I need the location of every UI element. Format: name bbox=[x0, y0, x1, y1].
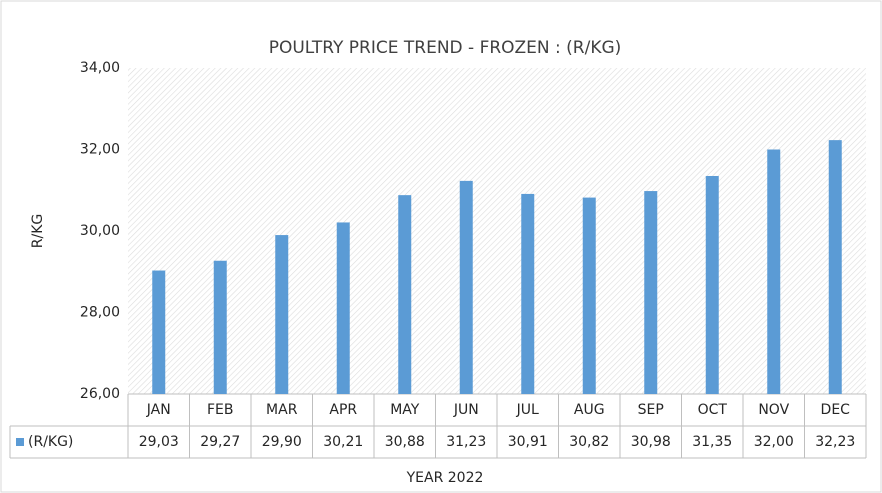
x-tick-label: OCT bbox=[698, 402, 728, 418]
x-tick-label: JAN bbox=[146, 402, 171, 418]
x-tick-label: APR bbox=[329, 402, 357, 418]
chart-title: POULTRY PRICE TREND - FROZEN : (R/KG) bbox=[269, 38, 622, 58]
x-tick-label: NOV bbox=[758, 402, 789, 418]
data-label: 31,35 bbox=[692, 434, 732, 450]
x-tick-label: JUL bbox=[516, 402, 539, 418]
data-label: 29,27 bbox=[200, 434, 240, 450]
data-label: 30,88 bbox=[385, 434, 425, 450]
data-label: 32,00 bbox=[754, 434, 794, 450]
legend-label: (R/KG) bbox=[28, 434, 73, 450]
bar bbox=[398, 195, 412, 394]
bar bbox=[644, 191, 658, 394]
bar bbox=[521, 193, 535, 394]
data-label: 30,91 bbox=[508, 434, 548, 450]
x-tick-label: MAR bbox=[266, 402, 298, 418]
bar bbox=[828, 140, 842, 394]
bar bbox=[275, 235, 289, 394]
bar bbox=[336, 222, 350, 394]
plot-background bbox=[128, 68, 866, 394]
bar bbox=[705, 175, 719, 394]
x-axis-title: YEAR 2022 bbox=[406, 470, 484, 486]
x-tick-label: JUN bbox=[453, 402, 479, 418]
x-tick-label: AUG bbox=[574, 402, 605, 418]
data-label: 29,90 bbox=[262, 434, 302, 450]
y-tick-label: 30,00 bbox=[80, 223, 120, 239]
y-tick-label: 26,00 bbox=[80, 386, 120, 402]
bar bbox=[459, 180, 473, 394]
bar bbox=[213, 260, 227, 394]
bar bbox=[582, 197, 596, 394]
y-axis-title: R/KG bbox=[30, 214, 46, 248]
y-tick-label: 32,00 bbox=[80, 142, 120, 158]
x-tick-label: FEB bbox=[207, 402, 234, 418]
legend-swatch bbox=[16, 438, 24, 446]
x-tick-label: SEP bbox=[638, 402, 664, 418]
x-tick-label: DEC bbox=[821, 402, 851, 418]
data-label: 30,98 bbox=[631, 434, 671, 450]
bar bbox=[767, 149, 781, 394]
bar bbox=[152, 270, 166, 394]
data-label: 31,23 bbox=[446, 434, 486, 450]
data-label: 30,82 bbox=[569, 434, 609, 450]
y-tick-label: 34,00 bbox=[80, 60, 120, 76]
data-label: 30,21 bbox=[323, 434, 363, 450]
x-tick-label: MAY bbox=[390, 402, 420, 418]
y-tick-label: 28,00 bbox=[80, 305, 120, 321]
data-label: 32,23 bbox=[815, 434, 855, 450]
data-label: 29,03 bbox=[139, 434, 179, 450]
